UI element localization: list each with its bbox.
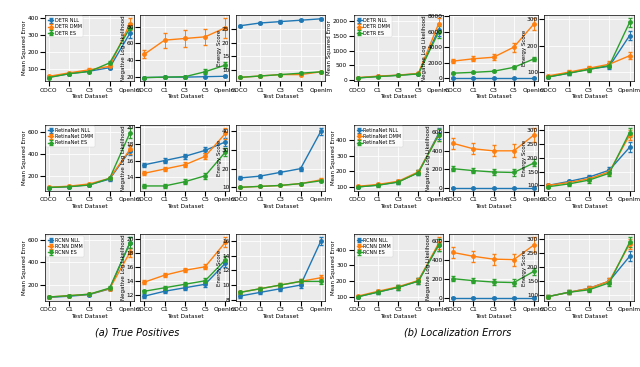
Legend: RCNN NLL, RCNN DMM, RCNN ES: RCNN NLL, RCNN DMM, RCNN ES	[355, 236, 393, 257]
Legend: RCNN NLL, RCNN DMM, RCNN ES: RCNN NLL, RCNN DMM, RCNN ES	[46, 236, 84, 257]
X-axis label: Test Dataset: Test Dataset	[476, 313, 512, 319]
Y-axis label: Mean Squared Error: Mean Squared Error	[22, 240, 27, 295]
X-axis label: Test Dataset: Test Dataset	[71, 313, 108, 319]
X-axis label: Test Dataset: Test Dataset	[71, 94, 108, 99]
X-axis label: Test Dataset: Test Dataset	[380, 313, 417, 319]
Y-axis label: Energy Score: Energy Score	[217, 140, 221, 176]
X-axis label: Test Dataset: Test Dataset	[262, 204, 299, 209]
Legend: DETR NLL, DETR DMM, DETR ES: DETR NLL, DETR DMM, DETR ES	[46, 16, 83, 37]
Legend: RetinaNet NLL, RetinaNet DMM, RetinaNet ES: RetinaNet NLL, RetinaNet DMM, RetinaNet …	[355, 126, 403, 147]
Y-axis label: Negative Log Likelihood: Negative Log Likelihood	[121, 15, 126, 81]
Y-axis label: Mean Squared Error: Mean Squared Error	[331, 130, 336, 185]
Y-axis label: Negative Log Likelihood: Negative Log Likelihood	[121, 125, 126, 190]
Text: (a) True Positives: (a) True Positives	[95, 328, 180, 338]
X-axis label: Test Dataset: Test Dataset	[71, 204, 108, 209]
Y-axis label: Mean Squared Error: Mean Squared Error	[22, 21, 27, 75]
X-axis label: Test Dataset: Test Dataset	[380, 94, 417, 99]
Text: (b) Localization Errors: (b) Localization Errors	[404, 328, 511, 338]
Y-axis label: Negative Log Likelihood: Negative Log Likelihood	[121, 235, 126, 301]
Y-axis label: Mean Squared Error: Mean Squared Error	[22, 130, 27, 185]
Y-axis label: Energy Score: Energy Score	[217, 250, 222, 286]
Y-axis label: Mean Squared Error: Mean Squared Error	[331, 240, 336, 295]
X-axis label: Test Dataset: Test Dataset	[166, 94, 203, 99]
X-axis label: Test Dataset: Test Dataset	[476, 204, 512, 209]
Legend: RetinaNet NLL, RetinaNet DMM, RetinaNet ES: RetinaNet NLL, RetinaNet DMM, RetinaNet …	[46, 126, 95, 147]
Y-axis label: Energy Score: Energy Score	[522, 30, 527, 66]
X-axis label: Test Dataset: Test Dataset	[571, 313, 607, 319]
Y-axis label: Negative Log Likelihood: Negative Log Likelihood	[422, 15, 428, 81]
Y-axis label: Negative Log Likelihood: Negative Log Likelihood	[426, 125, 431, 190]
X-axis label: Test Dataset: Test Dataset	[262, 94, 299, 99]
X-axis label: Test Dataset: Test Dataset	[571, 204, 607, 209]
X-axis label: Test Dataset: Test Dataset	[380, 204, 417, 209]
Y-axis label: Energy Score: Energy Score	[217, 30, 221, 66]
Y-axis label: Energy Score: Energy Score	[522, 140, 527, 176]
Y-axis label: Negative Log Likelihood: Negative Log Likelihood	[426, 235, 431, 301]
X-axis label: Test Dataset: Test Dataset	[262, 313, 299, 319]
X-axis label: Test Dataset: Test Dataset	[571, 94, 607, 99]
X-axis label: Test Dataset: Test Dataset	[166, 204, 203, 209]
Y-axis label: Energy Score: Energy Score	[522, 250, 527, 286]
Y-axis label: Mean Squared Error: Mean Squared Error	[327, 21, 332, 75]
X-axis label: Test Dataset: Test Dataset	[476, 94, 512, 99]
X-axis label: Test Dataset: Test Dataset	[166, 313, 203, 319]
Legend: DETR NLL, DETR DMM, DETR ES: DETR NLL, DETR DMM, DETR ES	[355, 16, 392, 37]
